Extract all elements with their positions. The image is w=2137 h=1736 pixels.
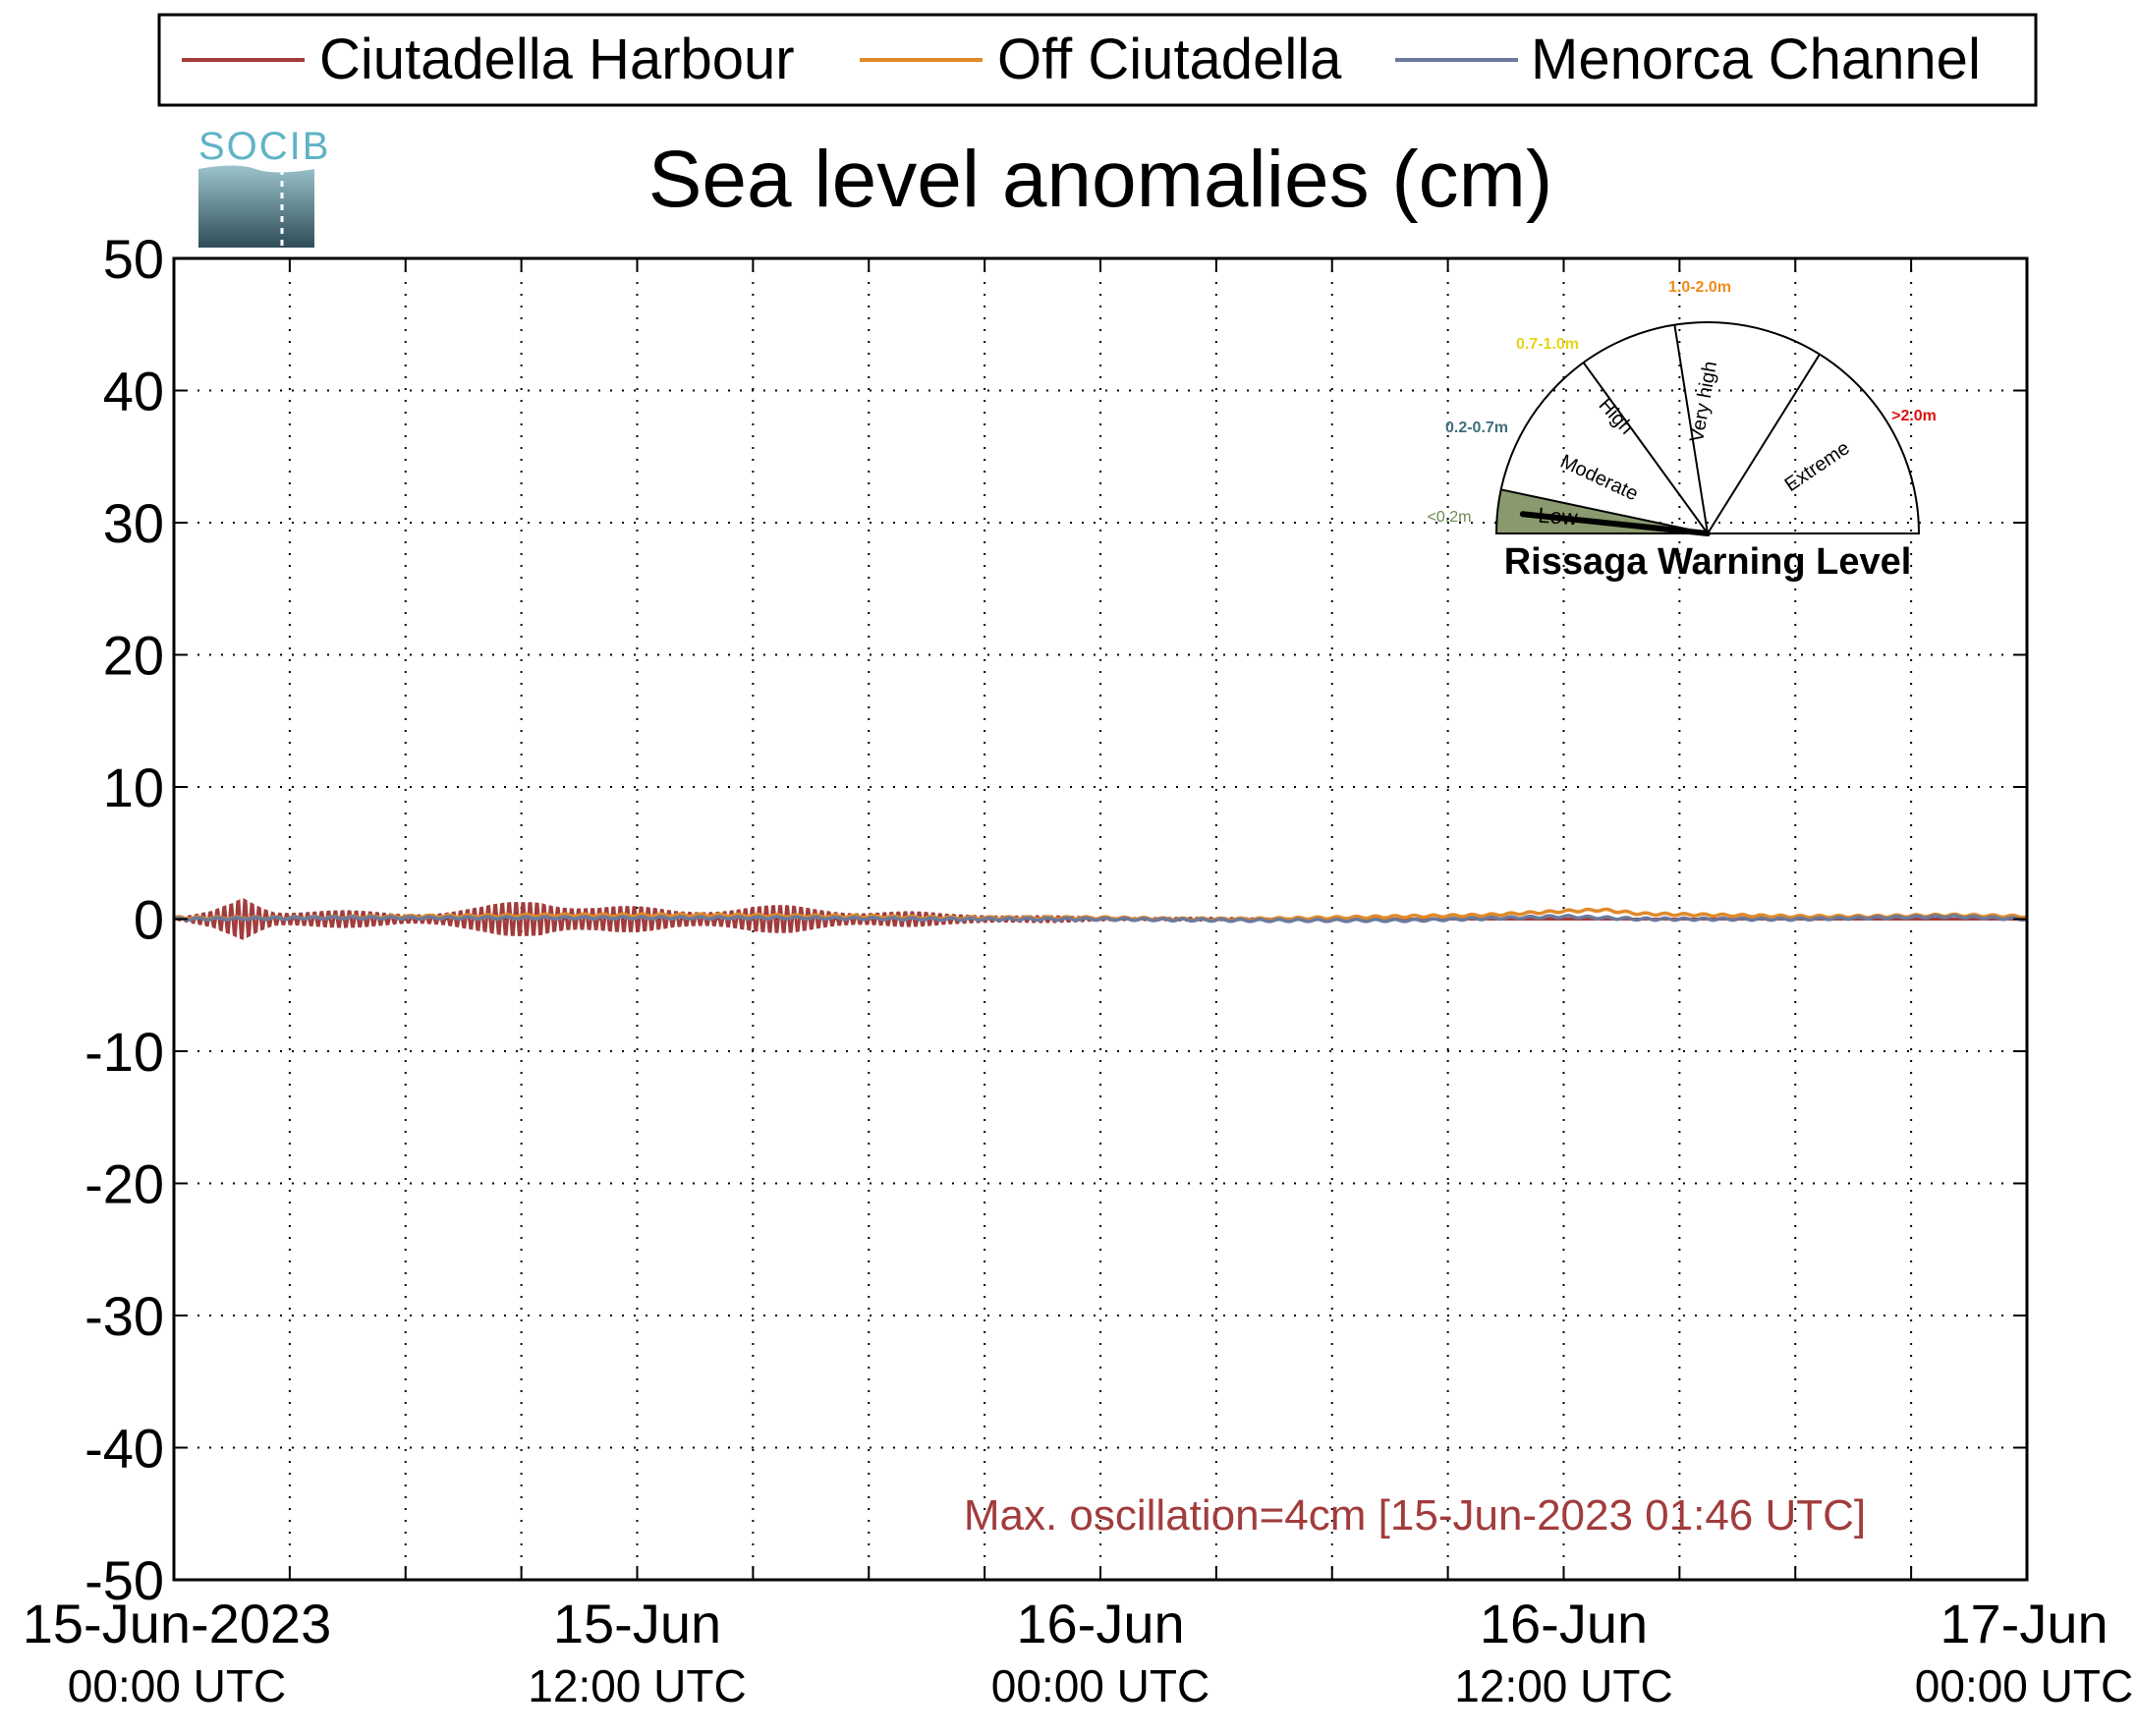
gauge-range-very-high: 1.0-2.0m (1668, 279, 1731, 296)
max-oscillation-annotation: Max. oscillation=4cm [15-Jun-2023 01:46 … (964, 1491, 1866, 1540)
x-tick-label-time: 12:00 UTC (1454, 1660, 1672, 1711)
y-tick-label: 20 (103, 625, 164, 687)
y-tick-label: 0 (134, 889, 164, 951)
legend-label-ciutadella-harbour: Ciutadella Harbour (319, 28, 795, 91)
x-tick-label-time: 12:00 UTC (528, 1660, 746, 1711)
gauge-dividers (1500, 324, 1821, 534)
gauge-divider (1673, 324, 1709, 534)
x-tick-label-time: 00:00 UTC (68, 1660, 286, 1711)
x-tick-label-date: 17-Jun (1940, 1593, 2108, 1654)
socib-logo-text: SOCIB (198, 125, 330, 168)
legend-box (157, 13, 2038, 107)
y-tick-label: 40 (103, 361, 164, 422)
y-tick-label: -40 (84, 1418, 164, 1480)
x-axis: 15-Jun-2023 00:00 UTC 15-Jun 12:00 UTC 16-Ju… (23, 258, 2133, 1711)
legend-label-off-ciutadella: Off Ciutadella (997, 28, 1342, 91)
gauge-divider (1500, 488, 1709, 534)
legend-label-menorca-channel: Menorca Channel (1531, 28, 1981, 91)
x-tick-label-date: 15-Jun (553, 1593, 721, 1654)
gauge-divider (1582, 362, 1709, 534)
chart-title: Sea level anomalies (cm) (648, 135, 1553, 224)
y-tick-label: -10 (84, 1021, 164, 1083)
x-tick-label-date: 16-Jun (1480, 1593, 1648, 1654)
series-lines (173, 897, 2028, 940)
y-axis: 50 40 30 20 10 0 -10 -20 -30 -40 -50 (84, 228, 2027, 1611)
gauge-range-high: 0.7-1.0m (1516, 336, 1579, 353)
y-tick-label: -20 (84, 1153, 164, 1215)
y-tick-label: -50 (84, 1549, 164, 1611)
gauge-sector-label-moderate: Moderate (1557, 451, 1642, 506)
gauge-divider (1707, 354, 1821, 534)
y-tick-label: 30 (103, 492, 164, 554)
gauge-sector-label-extreme: Extreme (1781, 437, 1854, 496)
gauge-sector-label-very-high: Very high (1686, 360, 1721, 444)
gauge-sector-label-low: Low (1538, 503, 1579, 531)
gauge-range-extreme: >2.0m (1891, 408, 1937, 424)
x-tick-label-date: 16-Jun (1016, 1593, 1184, 1654)
x-tick-label-time: 00:00 UTC (1915, 1660, 2133, 1711)
x-tick-label-date: 15-Jun-2023 (23, 1593, 331, 1654)
y-tick-label: -30 (84, 1285, 164, 1347)
gauge-needle (1519, 511, 1711, 536)
series-line-menorca-channel (173, 914, 2028, 924)
gauge-sector-label-high: High (1595, 394, 1638, 438)
gauge-title: Rissaga Warning Level (1504, 541, 1912, 583)
gauge-outline (1494, 321, 1921, 534)
x-tick-label-time: 00:00 UTC (991, 1660, 1209, 1711)
rissaga-warning-gauge: Low Moderate High Very high Extreme <0.2… (1428, 279, 1937, 583)
y-tick-label: 50 (103, 228, 164, 290)
socib-logo: SOCIB (198, 125, 330, 248)
legend: Ciutadella Harbour Off Ciutadella Menorc… (157, 13, 2038, 107)
gauge-range-moderate: 0.2-0.7m (1445, 420, 1508, 436)
y-tick-label: 10 (103, 756, 164, 818)
gauge-range-low: <0.2m (1428, 509, 1472, 526)
